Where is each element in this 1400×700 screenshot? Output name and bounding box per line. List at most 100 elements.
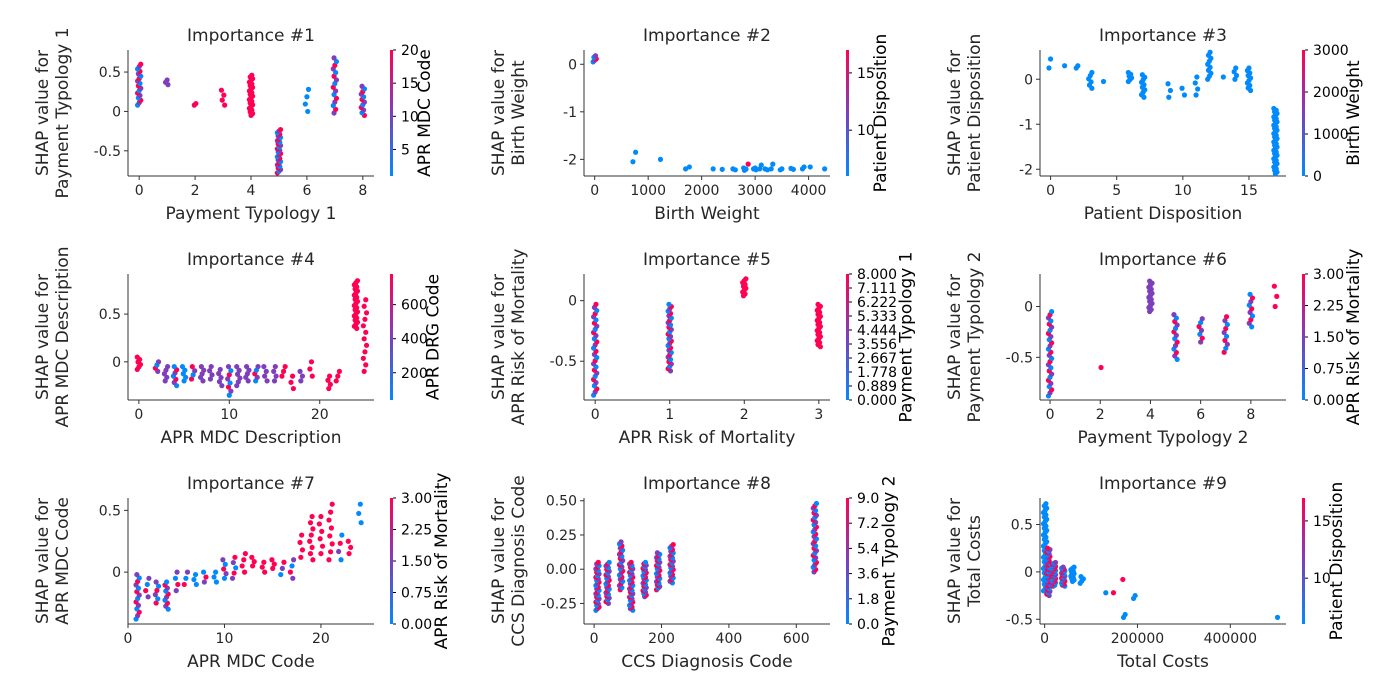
- data-point: [1221, 329, 1227, 336]
- y-tick-label: -0.25: [541, 596, 577, 612]
- x-tick-label: 0: [590, 631, 599, 647]
- data-point: [743, 276, 749, 282]
- data-point: [249, 72, 255, 78]
- x-tick-label: 6: [302, 183, 311, 199]
- data-point: [288, 379, 294, 385]
- data-point: [1166, 94, 1172, 100]
- x-tick-label: 4: [247, 183, 256, 199]
- y-axis-label: SHAP value forPayment Typology 2: [945, 251, 985, 422]
- data-point: [305, 108, 311, 115]
- data-point: [363, 342, 370, 348]
- data-point: [1223, 345, 1229, 351]
- x-axis-label: Payment Typology 1: [165, 204, 336, 224]
- data-point: [226, 372, 232, 378]
- data-point: [326, 517, 332, 523]
- data-point: [357, 501, 363, 507]
- colorbar: [846, 274, 849, 400]
- y-axis-label-line: SHAP value for: [489, 274, 509, 400]
- y-axis-label-line: SHAP value for: [489, 498, 509, 624]
- y-tick-label: 0: [112, 355, 121, 371]
- data-point: [1167, 87, 1174, 94]
- data-point: [152, 592, 158, 598]
- y-axis-label-line: SHAP value for: [489, 50, 509, 176]
- data-point: [270, 565, 276, 572]
- data-point: [297, 368, 303, 374]
- data-point: [327, 509, 334, 515]
- x-axis-label: Patient Disposition: [1084, 204, 1243, 224]
- x-tick-label: 2: [1096, 407, 1105, 423]
- colorbar: [1302, 50, 1305, 176]
- y-axis-label-line: Patient Disposition: [965, 34, 985, 193]
- data-point: [203, 574, 209, 580]
- colorbar-tick-label: 5.4: [857, 541, 879, 557]
- data-point: [762, 166, 768, 172]
- data-point: [333, 77, 340, 83]
- y-axis-label: SHAP value forPayment Typology 1: [33, 27, 73, 198]
- data-point: [1199, 316, 1205, 322]
- data-point: [243, 363, 250, 370]
- data-point: [1139, 72, 1145, 78]
- data-point: [1223, 314, 1230, 320]
- colorbar-tick-label: 1.778: [857, 365, 897, 381]
- colorbar-label: APR DRG Code: [424, 274, 444, 400]
- data-point: [259, 564, 265, 570]
- colorbar-tick-label: 0.75: [401, 586, 432, 602]
- data-point: [134, 354, 140, 360]
- data-point: [271, 561, 277, 567]
- data-point: [788, 165, 794, 171]
- x-tick-label: 8: [1246, 407, 1255, 423]
- data-point: [1100, 78, 1107, 85]
- y-axis-label-line: Payment Typology 2: [965, 251, 985, 422]
- x-tick-label: 0: [1040, 631, 1049, 647]
- data-point: [686, 164, 692, 170]
- data-point: [770, 161, 776, 167]
- y-axis-label: SHAP value forAPR MDC Description: [33, 247, 73, 428]
- colorbar: [390, 274, 393, 400]
- data-point: [801, 164, 807, 170]
- data-point: [752, 165, 758, 171]
- data-point: [164, 77, 170, 83]
- data-point: [363, 329, 369, 335]
- y-tick-label: -1: [563, 105, 577, 121]
- data-point: [200, 569, 207, 575]
- x-tick-label: 10: [216, 631, 234, 647]
- data-point: [719, 166, 725, 172]
- data-point: [289, 563, 295, 569]
- x-axis-label: APR Risk of Mortality: [619, 428, 796, 448]
- data-point: [227, 380, 233, 386]
- data-point: [304, 94, 310, 100]
- data-point: [356, 510, 362, 517]
- data-point: [1052, 559, 1059, 566]
- data-point: [327, 549, 334, 555]
- data-point: [1222, 318, 1228, 324]
- data-point: [333, 88, 339, 94]
- data-point: [666, 301, 672, 307]
- x-tick-label: 1: [665, 407, 674, 423]
- data-point: [741, 165, 747, 171]
- y-axis-label: SHAP value forPatient Disposition: [945, 34, 985, 193]
- colorbar-tick-label: 10: [1313, 571, 1331, 587]
- data-points: [590, 276, 824, 398]
- x-tick-label: 600: [783, 631, 810, 647]
- data-point: [362, 316, 368, 322]
- x-tick-label: 0: [590, 183, 599, 199]
- panel-6: Importance #6 0 2 4 6 8 -0.5 0 Payment Typology …: [945, 249, 1364, 448]
- data-point: [213, 569, 219, 575]
- data-point: [1043, 501, 1049, 507]
- data-point: [319, 528, 325, 534]
- data-point: [290, 373, 296, 379]
- panel-title: Importance #9: [1099, 474, 1227, 494]
- data-point: [358, 520, 364, 526]
- data-point: [329, 501, 335, 507]
- data-point: [154, 587, 160, 594]
- data-point: [233, 565, 239, 571]
- data-point: [361, 368, 367, 374]
- data-point: [363, 297, 369, 303]
- data-point: [1060, 564, 1066, 570]
- y-axis-label-line: SHAP value for: [33, 50, 53, 176]
- colorbar-tick-label: 3.556: [857, 337, 897, 353]
- data-point: [657, 156, 664, 162]
- data-point: [261, 559, 267, 565]
- data-point: [241, 569, 248, 575]
- data-point: [280, 368, 287, 374]
